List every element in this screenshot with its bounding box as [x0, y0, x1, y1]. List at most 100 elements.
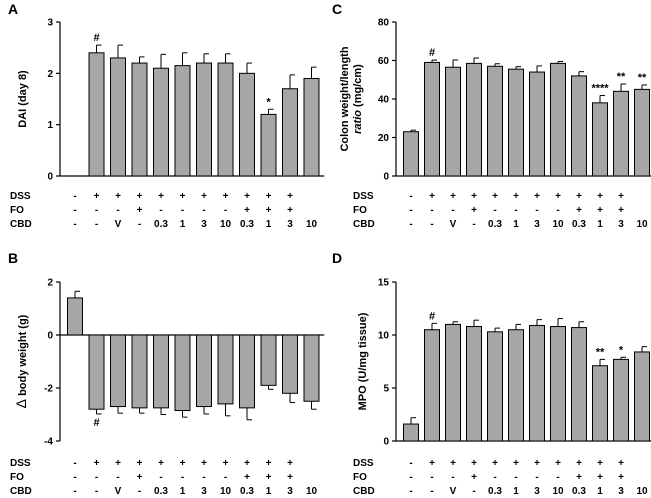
condition-value: +: [618, 191, 624, 202]
bar: [260, 113, 277, 177]
condition-value: -: [535, 205, 538, 216]
condition-value: +: [555, 458, 561, 469]
condition-label-fo: FO: [353, 472, 367, 483]
condition-label-dss: DSS: [10, 458, 31, 469]
bar: [239, 72, 255, 177]
bar: [508, 329, 524, 442]
condition-value: 10: [552, 219, 564, 230]
condition-value: 3: [287, 219, 293, 230]
condition-value: -: [430, 472, 433, 483]
condition-value: -: [493, 205, 496, 216]
bar: [613, 90, 629, 177]
condition-value: -: [409, 191, 412, 202]
condition-value: -: [514, 205, 517, 216]
condition-value: +: [244, 205, 250, 216]
condition-value: +: [287, 191, 293, 202]
condition-value: +: [137, 458, 143, 469]
bar: [424, 329, 440, 442]
y-axis-label-line2: ratio (mg/cm): [352, 64, 364, 134]
condition-value: +: [266, 458, 272, 469]
condition-label-cbd: CBD: [353, 219, 375, 230]
bar: [571, 75, 587, 177]
condition-value: V: [115, 486, 122, 497]
condition-value: -: [181, 472, 184, 483]
bar: [508, 68, 524, 177]
bar: [529, 71, 545, 177]
condition-value: -: [138, 219, 141, 230]
condition-value: +: [180, 458, 186, 469]
bar: [445, 323, 461, 442]
condition-value: +: [576, 472, 582, 483]
condition-value: +: [429, 191, 435, 202]
bar: [424, 61, 440, 177]
condition-value: 0.3: [240, 486, 254, 497]
condition-value: -: [73, 205, 76, 216]
condition-value: +: [287, 205, 293, 216]
significance-mark: #: [93, 32, 99, 44]
condition-value: -: [138, 486, 141, 497]
condition-value: -: [493, 472, 496, 483]
y-tick-label: 2: [47, 69, 53, 80]
condition-value: -: [451, 472, 454, 483]
condition-value: 10: [306, 219, 318, 230]
y-axis-label: Colon weight/length: [339, 46, 351, 151]
bar: [613, 358, 629, 442]
condition-value: +: [266, 205, 272, 216]
condition-value: -: [73, 191, 76, 202]
bar: [403, 131, 419, 177]
condition-value: 3: [534, 219, 540, 230]
condition-value: 10: [552, 486, 564, 497]
condition-value: +: [597, 472, 603, 483]
condition-value: 0.3: [488, 219, 502, 230]
condition-value: +: [555, 191, 561, 202]
condition-value: +: [471, 458, 477, 469]
condition-value: +: [429, 458, 435, 469]
condition-value: +: [137, 472, 143, 483]
condition-value: 1: [180, 486, 186, 497]
condition-value: -: [514, 472, 517, 483]
condition-value: +: [180, 191, 186, 202]
condition-value: -: [73, 472, 76, 483]
significance-mark: **: [617, 71, 626, 83]
bar: [239, 334, 255, 409]
panel-b: B -4 -2 0 2 Δ body weight (g) # DSS - + + + + + + + + + + F…: [8, 250, 325, 497]
condition-table: DSS - + + + + + + + + + + FO - - - + - - - - + + + CBD - - V - 0.3 1 3 1…: [10, 191, 317, 230]
bar: [550, 326, 566, 442]
condition-value: +: [513, 458, 519, 469]
significance-mark: *: [266, 96, 271, 108]
y-tick-label: 80: [378, 18, 390, 29]
condition-value: -: [202, 472, 205, 483]
condition-value: +: [158, 191, 164, 202]
condition-value: 3: [287, 486, 293, 497]
condition-value: 0.3: [154, 219, 168, 230]
condition-value: -: [430, 205, 433, 216]
condition-value: -: [472, 219, 475, 230]
y-tick-label: 2: [47, 278, 53, 289]
significance-mark: #: [93, 417, 99, 429]
condition-value: +: [94, 191, 100, 202]
condition-value: 10: [636, 486, 648, 497]
bar: [260, 334, 277, 386]
condition-value: 0.3: [154, 486, 168, 497]
condition-value: +: [597, 458, 603, 469]
condition-value: -: [73, 486, 76, 497]
y-tick-label: 60: [378, 56, 390, 67]
bar: [110, 57, 126, 177]
condition-value: 3: [534, 486, 540, 497]
condition-value: +: [618, 472, 624, 483]
condition-value: -: [430, 486, 433, 497]
condition-table: DSS - + + + + + + + + + + FO - - - + - - - - + + + CBD - - V - 0.3 1 3 1…: [10, 458, 317, 497]
condition-value: -: [95, 205, 98, 216]
condition-value: +: [618, 205, 624, 216]
bar: [529, 324, 545, 442]
condition-value: +: [244, 472, 250, 483]
bar: [592, 102, 608, 177]
condition-value: -: [116, 472, 119, 483]
condition-value: +: [137, 205, 143, 216]
bar: [153, 67, 169, 177]
significance-mark: **: [596, 346, 605, 358]
significance-mark: **: [638, 72, 647, 84]
condition-value: -: [409, 458, 412, 469]
bar: [282, 334, 298, 394]
y-tick-label: 0: [47, 331, 53, 342]
